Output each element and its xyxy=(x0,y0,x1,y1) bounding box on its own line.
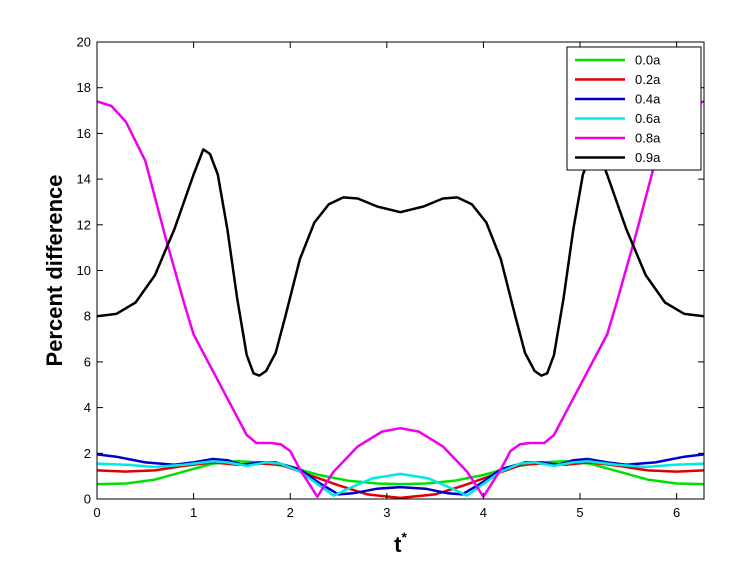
y-tick-label: 18 xyxy=(77,80,91,95)
x-tick-label: 5 xyxy=(576,505,583,520)
x-tick-label: 3 xyxy=(383,505,390,520)
legend-label: 0.4a xyxy=(635,92,661,107)
y-axis-label: Percent difference xyxy=(42,175,67,367)
x-tick-label: 0 xyxy=(93,505,100,520)
x-axis-label-superscript: * xyxy=(401,529,407,545)
y-tick-label: 12 xyxy=(77,217,91,232)
legend: 0.0a 0.2a 0.4a 0.6a 0.8a 0.9a xyxy=(566,46,702,171)
y-tick-label: 10 xyxy=(77,263,91,278)
legend-label: 0.9a xyxy=(635,150,661,165)
legend-label: 0.6a xyxy=(635,111,661,126)
y-tick-label: 16 xyxy=(77,126,91,141)
legend-box xyxy=(566,46,702,171)
x-tick-label: 4 xyxy=(480,505,487,520)
x-tick-label: 1 xyxy=(190,505,197,520)
series-line-0-8a xyxy=(97,100,704,498)
x-axis-label-main: t xyxy=(394,532,402,557)
y-tick-label: 8 xyxy=(84,309,91,324)
y-tick-label: 2 xyxy=(84,446,91,461)
y-tick-label: 0 xyxy=(84,492,91,507)
y-tick-label: 20 xyxy=(77,35,91,50)
series-line-0-4a xyxy=(97,453,704,496)
x-axis-label: t* xyxy=(394,529,407,557)
series-line-0-6a xyxy=(97,460,704,497)
x-tick-label: 6 xyxy=(673,505,680,520)
series-line-0-0a xyxy=(97,460,704,486)
y-tick-label: 14 xyxy=(77,172,91,187)
y-tick-label: 4 xyxy=(84,400,91,415)
y-tick-label: 6 xyxy=(84,354,91,369)
legend-label: 0.0a xyxy=(635,53,661,68)
legend-label: 0.2a xyxy=(635,72,661,87)
x-tick-label: 2 xyxy=(287,505,294,520)
legend-label: 0.8a xyxy=(635,131,661,146)
